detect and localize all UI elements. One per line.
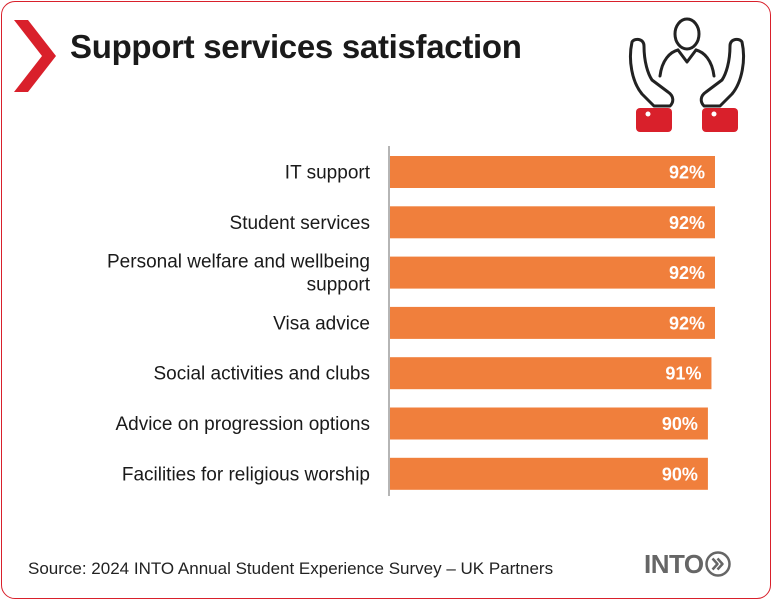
- bar-value-label: 92%: [669, 213, 705, 233]
- bar-1: [389, 156, 715, 188]
- helping-hands-person-icon: [628, 17, 746, 132]
- category-label: Facilities for religious worship: [122, 464, 370, 485]
- bar-value-label: 90%: [662, 414, 698, 434]
- category-label-line: Facilities for religious worship: [122, 464, 370, 485]
- bar-3: [389, 256, 715, 289]
- bar-6: [389, 407, 708, 440]
- category-label: Personal welfare and wellbeing support: [107, 252, 371, 296]
- bar-value-label: 92%: [669, 163, 705, 183]
- category-label-line: support: [307, 275, 371, 296]
- bar-value-label: 92%: [669, 313, 705, 333]
- bar-5: [389, 357, 712, 390]
- category-label: IT support: [285, 163, 371, 184]
- into-logo: INTO: [644, 548, 731, 580]
- category-label: Social activities and clubs: [154, 364, 371, 385]
- bar-2: [389, 206, 715, 239]
- category-label-line: Visa advice: [273, 313, 370, 334]
- bar-value-label: 91%: [665, 364, 701, 384]
- category-label: Visa advice: [273, 313, 370, 334]
- bar-value-label: 90%: [662, 464, 698, 484]
- bar-value-label: 92%: [669, 263, 705, 283]
- category-label-line: Social activities and clubs: [154, 364, 371, 385]
- bar-4: [389, 306, 715, 339]
- category-label: Advice on progression options: [115, 414, 370, 435]
- category-label-line: Personal welfare and wellbeing: [107, 252, 370, 273]
- source-note: Source: 2024 INTO Annual Student Experie…: [28, 559, 554, 578]
- double-chevron-circle-icon: [704, 551, 731, 577]
- category-label-line: IT support: [285, 163, 371, 184]
- bar-7: [389, 457, 708, 490]
- chevron-right-icon: [14, 20, 56, 92]
- chart-title: Support services satisfaction: [70, 28, 522, 65]
- category-label: Student services: [230, 213, 370, 234]
- category-label-line: Student services: [230, 213, 370, 234]
- category-label-line: Advice on progression options: [115, 414, 370, 435]
- logo-text: INTO: [644, 548, 704, 579]
